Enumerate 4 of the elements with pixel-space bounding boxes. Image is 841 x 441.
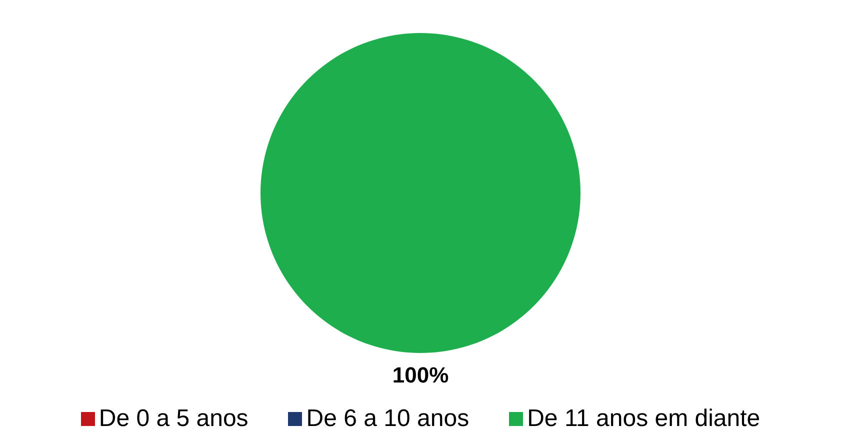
legend-label: De 0 a 5 anos bbox=[98, 405, 248, 433]
data-label: 100% bbox=[392, 362, 449, 388]
legend-label: De 11 anos em diante bbox=[527, 405, 760, 433]
legend-label: De 6 a 10 anos bbox=[306, 405, 470, 433]
